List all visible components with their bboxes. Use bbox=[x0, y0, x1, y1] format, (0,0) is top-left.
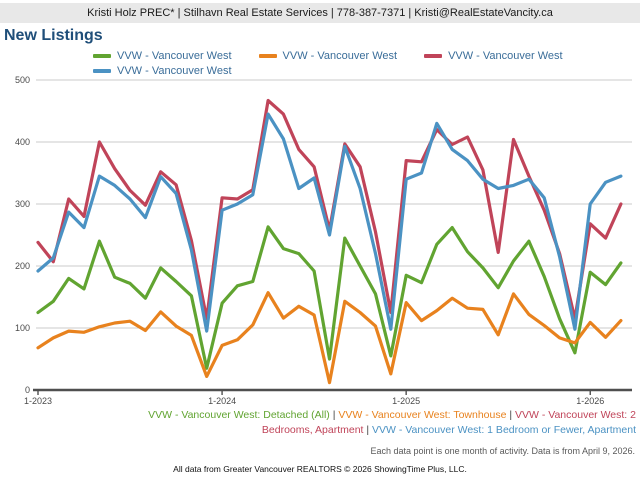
legend-item-blue: VVW - Vancouver West bbox=[93, 65, 232, 77]
legend-item-crimson: VVW - Vancouver West bbox=[424, 50, 563, 62]
series-description-line-1: VVW - Vancouver West: Detached (All) | V… bbox=[36, 408, 636, 423]
legend-swatch-orange bbox=[258, 54, 277, 58]
legend-swatch-crimson bbox=[424, 54, 443, 58]
y-axis-label-500: 500 bbox=[15, 75, 30, 85]
legend-label: VVW - Vancouver West bbox=[117, 50, 232, 62]
legend-swatch-blue bbox=[93, 69, 111, 73]
y-axis-label-100: 100 bbox=[15, 323, 30, 333]
y-axis-label-0: 0 bbox=[25, 385, 30, 395]
line-series-crimson bbox=[36, 98, 623, 321]
legend-item-orange: VVW - Vancouver West bbox=[258, 50, 398, 62]
series-description-segment-blue: VVW - Vancouver West: 1 Bedroom or Fewer… bbox=[372, 424, 636, 436]
line-series-green bbox=[36, 225, 623, 370]
legend-label: VVW - Vancouver West bbox=[282, 50, 398, 62]
y-axis-label-300: 300 bbox=[15, 199, 30, 209]
series-description-segment-sep: | bbox=[506, 409, 515, 421]
series-description-segment-crimson: VVW - Vancouver West: 2 bbox=[515, 409, 636, 421]
x-axis-label-1-2026: 1-2026 bbox=[576, 396, 604, 406]
legend-label: VVW - Vancouver West bbox=[448, 50, 563, 62]
series-description-segment-green: VVW - Vancouver West: Detached (All) bbox=[148, 409, 330, 421]
line-series-blue bbox=[36, 112, 623, 333]
y-axis-label-400: 400 bbox=[15, 137, 30, 147]
legend-label: VVW - Vancouver West bbox=[117, 65, 232, 77]
contact-header-bar: Kristi Holz PREC* | Stilhavn Real Estate… bbox=[0, 3, 640, 23]
page-title: New Listings bbox=[4, 27, 103, 44]
copyright-note: All data from Greater Vancouver REALTORS… bbox=[173, 464, 467, 474]
y-axis-label-200: 200 bbox=[15, 261, 30, 271]
series-description-line-2: Bedrooms, Apartment | VVW - Vancouver We… bbox=[36, 423, 636, 438]
legend-row-2: VVW - Vancouver West bbox=[93, 64, 633, 78]
series-description-segment-sep: | bbox=[329, 409, 339, 421]
legend-row-1: VVW - Vancouver West VVW - Vancouver West… bbox=[93, 49, 633, 63]
x-axis-label-1-2024: 1-2024 bbox=[208, 396, 236, 406]
contact-header-text: Kristi Holz PREC* | Stilhavn Real Estate… bbox=[87, 7, 553, 19]
x-axis-label-1-2025: 1-2025 bbox=[392, 396, 420, 406]
legend-swatch-green bbox=[93, 54, 111, 58]
legend-item-green: VVW - Vancouver West bbox=[93, 50, 232, 62]
line-series-orange bbox=[36, 291, 623, 385]
series-description-segment-crimson: Bedrooms, Apartment bbox=[261, 424, 364, 436]
new-listings-line-chart: 0 100 200 300 400 500 1-2023 1-2024 1-2025 1-2026 bbox=[15, 75, 632, 406]
series-description-segment-orange: VVW - Vancouver West: Townhouse bbox=[338, 409, 507, 421]
series-description-segment-sep: | bbox=[363, 424, 373, 436]
chart-legend: VVW - Vancouver West VVW - Vancouver West… bbox=[93, 49, 633, 79]
data-date-note: Each data point is one month of activity… bbox=[370, 446, 635, 456]
x-axis-label-1-2023: 1-2023 bbox=[24, 396, 52, 406]
